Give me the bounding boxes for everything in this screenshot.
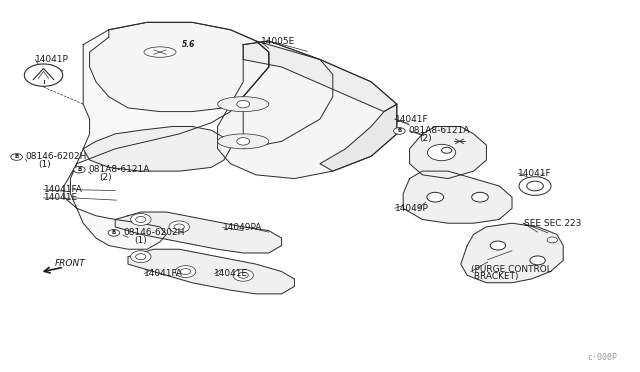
Text: B: B bbox=[397, 128, 401, 134]
Circle shape bbox=[530, 256, 545, 265]
Text: 081A8-6121A: 081A8-6121A bbox=[408, 126, 470, 135]
Polygon shape bbox=[64, 22, 269, 249]
Circle shape bbox=[527, 181, 543, 191]
Circle shape bbox=[237, 100, 250, 108]
Ellipse shape bbox=[144, 47, 176, 57]
Circle shape bbox=[233, 269, 253, 281]
Circle shape bbox=[179, 267, 193, 276]
Text: 14041FA: 14041FA bbox=[144, 269, 183, 278]
Text: 14041F: 14041F bbox=[518, 169, 552, 178]
Polygon shape bbox=[115, 212, 282, 253]
Circle shape bbox=[175, 266, 196, 278]
Circle shape bbox=[74, 166, 85, 173]
Polygon shape bbox=[243, 41, 333, 149]
Polygon shape bbox=[403, 171, 512, 223]
Text: FRONT: FRONT bbox=[55, 259, 86, 268]
Ellipse shape bbox=[218, 97, 269, 112]
Polygon shape bbox=[218, 41, 397, 179]
Text: SEE SEC.223: SEE SEC.223 bbox=[524, 219, 581, 228]
Text: 14041E: 14041E bbox=[214, 269, 248, 278]
Text: B: B bbox=[77, 167, 81, 172]
Text: 14005E: 14005E bbox=[261, 37, 296, 46]
Text: 5.6: 5.6 bbox=[182, 40, 195, 49]
Circle shape bbox=[180, 269, 191, 275]
Circle shape bbox=[11, 154, 22, 160]
Circle shape bbox=[427, 192, 444, 202]
Text: 08146-6202H: 08146-6202H bbox=[123, 228, 184, 237]
Circle shape bbox=[134, 215, 148, 224]
Text: (1): (1) bbox=[38, 160, 51, 169]
Polygon shape bbox=[128, 249, 294, 294]
Text: 14049P: 14049P bbox=[395, 204, 429, 213]
Text: 14041P: 14041P bbox=[35, 55, 69, 64]
Circle shape bbox=[428, 144, 456, 161]
Text: B: B bbox=[15, 154, 19, 160]
Text: 08146-6202H: 08146-6202H bbox=[26, 153, 87, 161]
Ellipse shape bbox=[218, 134, 269, 149]
Polygon shape bbox=[461, 223, 563, 283]
Polygon shape bbox=[410, 126, 486, 179]
Circle shape bbox=[136, 254, 146, 260]
Circle shape bbox=[131, 251, 151, 263]
Circle shape bbox=[134, 253, 148, 261]
Text: 14049PA: 14049PA bbox=[223, 223, 262, 232]
Circle shape bbox=[108, 230, 120, 236]
Circle shape bbox=[519, 177, 551, 195]
Circle shape bbox=[547, 237, 557, 243]
Circle shape bbox=[472, 192, 488, 202]
Circle shape bbox=[169, 221, 189, 233]
Circle shape bbox=[131, 214, 151, 225]
Polygon shape bbox=[90, 22, 269, 112]
Text: (1): (1) bbox=[134, 236, 147, 245]
Circle shape bbox=[136, 217, 146, 222]
Text: (PURGE CONTROL: (PURGE CONTROL bbox=[471, 265, 552, 274]
Polygon shape bbox=[83, 126, 230, 171]
Circle shape bbox=[172, 223, 186, 231]
Text: 14041F: 14041F bbox=[395, 115, 429, 124]
Text: 14041E: 14041E bbox=[44, 193, 77, 202]
Polygon shape bbox=[320, 104, 397, 171]
Ellipse shape bbox=[24, 64, 63, 86]
Circle shape bbox=[174, 224, 184, 230]
Text: (2): (2) bbox=[419, 134, 432, 143]
Text: 081A8-6121A: 081A8-6121A bbox=[88, 165, 150, 174]
Circle shape bbox=[236, 271, 250, 279]
Text: (2): (2) bbox=[99, 173, 112, 182]
Text: c·000P: c·000P bbox=[588, 353, 618, 362]
Text: 14041FA: 14041FA bbox=[44, 185, 83, 194]
Polygon shape bbox=[243, 41, 397, 112]
Circle shape bbox=[490, 241, 506, 250]
Text: BRACKET): BRACKET) bbox=[471, 272, 518, 281]
Circle shape bbox=[442, 147, 452, 153]
Circle shape bbox=[238, 272, 248, 278]
Circle shape bbox=[394, 128, 405, 134]
Text: B: B bbox=[112, 230, 116, 235]
Circle shape bbox=[237, 138, 250, 145]
